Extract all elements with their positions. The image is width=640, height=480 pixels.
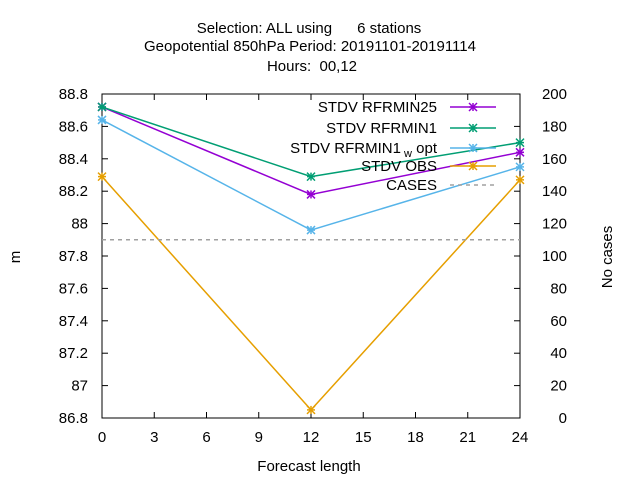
legend-marker-0 — [468, 102, 478, 112]
y-tick-label: 88.2 — [59, 183, 88, 200]
y2-tick-label: 100 — [542, 248, 567, 265]
x-tick-label: 0 — [98, 429, 106, 446]
y-tick-label: 87.6 — [59, 280, 88, 297]
y-axis-label: m — [7, 251, 24, 264]
data-point-2-0 — [97, 115, 107, 125]
y2-tick-label: 140 — [542, 183, 567, 200]
series-layer — [97, 102, 525, 415]
legend: STDV RFRMIN25 STDV RFRMIN1 STDV RFRMIN1 w … — [290, 99, 496, 194]
legend-marker-2 — [468, 143, 478, 153]
legend-subscript: w — [401, 148, 412, 160]
x-tick-label: 24 — [512, 429, 529, 446]
y-tick-label: 88.6 — [59, 118, 88, 135]
legend-label-2: STDV RFRMIN1 w opt — [290, 140, 438, 160]
y-tick-label: 86.8 — [59, 410, 88, 427]
title-line-2: Geopotential 850hPa Period: 20191101-201… — [144, 38, 476, 55]
y-tick-label: 88 — [71, 216, 88, 233]
data-point-2-1 — [306, 225, 316, 235]
y-tick-label: 88.8 — [59, 86, 88, 103]
y-tick-label: 87.8 — [59, 248, 88, 265]
data-point-2-2 — [515, 162, 525, 172]
x-tick-label: 3 — [150, 429, 158, 446]
y-tick-label: 87.2 — [59, 345, 88, 362]
y2-tick-label: 180 — [542, 118, 567, 135]
data-point-1-0 — [97, 102, 107, 112]
x-tick-label: 18 — [407, 429, 424, 446]
legend-suffix: opt — [412, 140, 438, 157]
legend-label-1: STDV RFRMIN1 — [326, 120, 437, 137]
y2-tick-label: 200 — [542, 86, 567, 103]
chart-title: Selection: ALL using 6 stations Geopoten… — [144, 20, 476, 75]
legend-label-0: STDV RFRMIN25 — [318, 99, 437, 116]
y2-tick-label: 0 — [559, 410, 567, 427]
legend-marker-1 — [468, 123, 478, 133]
x-tick-label: 21 — [459, 429, 476, 446]
data-point-1-1 — [306, 172, 316, 182]
y2-tick-label: 120 — [542, 216, 567, 233]
x-tick-label: 9 — [255, 429, 263, 446]
legend-label-3: STDV OBS — [361, 158, 437, 175]
x-tick-label: 15 — [355, 429, 372, 446]
y2-tick-label: 80 — [550, 280, 567, 297]
y2-tick-label: 160 — [542, 151, 567, 168]
data-point-0-1 — [306, 189, 316, 199]
y2-tick-label: 20 — [550, 378, 567, 395]
series-line-3 — [101, 176, 521, 412]
y-tick-label: 87 — [71, 378, 88, 395]
y2-axis-label: No cases — [599, 226, 616, 289]
legend-marker-3 — [468, 161, 478, 171]
x-tick-label: 6 — [202, 429, 210, 446]
data-point-3-2 — [515, 175, 525, 185]
title-line-1: Selection: ALL using 6 stations — [197, 20, 422, 37]
y-tick-label: 88.4 — [59, 151, 88, 168]
x-tick-label: 12 — [303, 429, 320, 446]
y-tick-label: 87.4 — [59, 313, 88, 330]
data-point-1-2 — [515, 138, 525, 148]
y2-tick-label: 60 — [550, 313, 567, 330]
data-point-0-2 — [515, 147, 525, 157]
data-point-3-1 — [306, 405, 316, 415]
y2-tick-label: 40 — [550, 345, 567, 362]
x-axis-label: Forecast length — [257, 458, 360, 475]
ticks: 0 3 6 9 12 15 18 21 24 86.8 87 87.2 87.4 87.6 87.8 88 88… — [59, 86, 567, 446]
legend-label-4: CASES — [386, 177, 437, 194]
data-point-3-0 — [97, 172, 107, 182]
title-line-3: Hours: 00,12 — [267, 58, 357, 75]
